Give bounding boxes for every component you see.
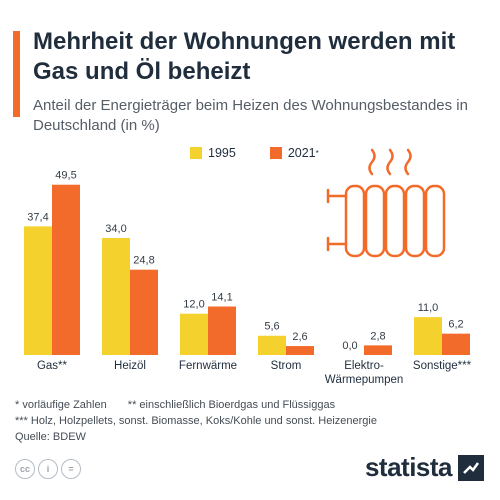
footnotes: * vorläufige Zahlen ** einschließlich Bi… (15, 397, 377, 445)
category-label-4-0: Elektro- (344, 360, 384, 372)
footnote-row-1: * vorläufige Zahlen ** einschließlich Bi… (15, 397, 377, 413)
category-label-4-1: Wärmepumpen (325, 374, 404, 386)
legend-item-2021: 2021 * (269, 146, 319, 160)
data-label-1995-1: 34,0 (105, 223, 126, 235)
data-label-1995-0: 37,4 (27, 211, 48, 223)
category-label-1-0: Heizöl (114, 360, 146, 372)
radiator-icon (326, 148, 446, 258)
bar-2021-5 (442, 333, 470, 355)
bar-2021-0 (52, 184, 80, 355)
legend-label-2021-mark: * (315, 148, 319, 158)
footnote-other: *** Holz, Holzpellets, sonst. Biomasse, … (15, 415, 377, 427)
accent-bar (13, 31, 20, 117)
info-icon[interactable]: i (38, 459, 58, 479)
legend-label-1995: 1995 (208, 146, 236, 160)
data-label-1995-3: 5,6 (264, 321, 279, 333)
legend-swatch-2021 (269, 147, 282, 159)
category-label-3-0: Strom (271, 360, 302, 372)
category-label-0-0: Gas** (37, 360, 68, 372)
footnote-gas: ** einschließlich Bioerdgas und Flüssigg… (127, 399, 336, 411)
bar-1995-3 (258, 335, 286, 355)
brand-mark-icon (458, 454, 484, 481)
page-subtitle: Anteil der Energieträger beim Heizen des… (33, 97, 468, 134)
data-label-1995-5: 11,0 (418, 302, 439, 314)
bar-1995-5 (414, 317, 442, 355)
data-label-2021-2: 14,1 (211, 291, 232, 303)
page-title: Mehrheit der Wohnungen werden mit Gas un… (33, 28, 456, 85)
bar-1995-1 (102, 238, 130, 355)
footnote-preliminary: * vorläufige Zahlen (15, 399, 107, 411)
data-label-2021-0: 49,5 (55, 170, 76, 182)
chart-legend: 1995 2021 * (190, 146, 353, 160)
data-label-1995-4: 0,0 (342, 340, 357, 352)
brand-name: statista (364, 452, 453, 482)
bar-2021-3 (286, 346, 314, 355)
data-label-2021-5: 6,2 (448, 319, 463, 331)
data-label-2021-1: 24,8 (133, 255, 154, 267)
legend-label-2021: 2021 (287, 146, 316, 160)
category-label-5-0: Sonstige*** (413, 360, 472, 372)
statista-logo[interactable]: statista (365, 452, 484, 483)
data-label-2021-4: 2,8 (370, 330, 385, 342)
data-label-2021-3: 2,6 (292, 331, 307, 343)
category-label-2-0: Fernwärme (179, 360, 237, 372)
bar-2021-1 (130, 269, 158, 355)
bar-2021-4 (364, 345, 392, 355)
legend-swatch-1995 (190, 147, 202, 159)
license-icons: cc i = (15, 459, 84, 479)
source-note: Quelle: BDEW (15, 431, 86, 443)
bar-2021-2 (208, 306, 236, 355)
bar-1995-2 (180, 313, 208, 355)
bar-1995-0 (24, 226, 52, 355)
legend-item-1995: 1995 (190, 146, 236, 160)
cc-icon[interactable]: cc (15, 459, 35, 479)
data-label-1995-2: 12,0 (183, 299, 204, 311)
equals-icon[interactable]: = (61, 459, 81, 479)
